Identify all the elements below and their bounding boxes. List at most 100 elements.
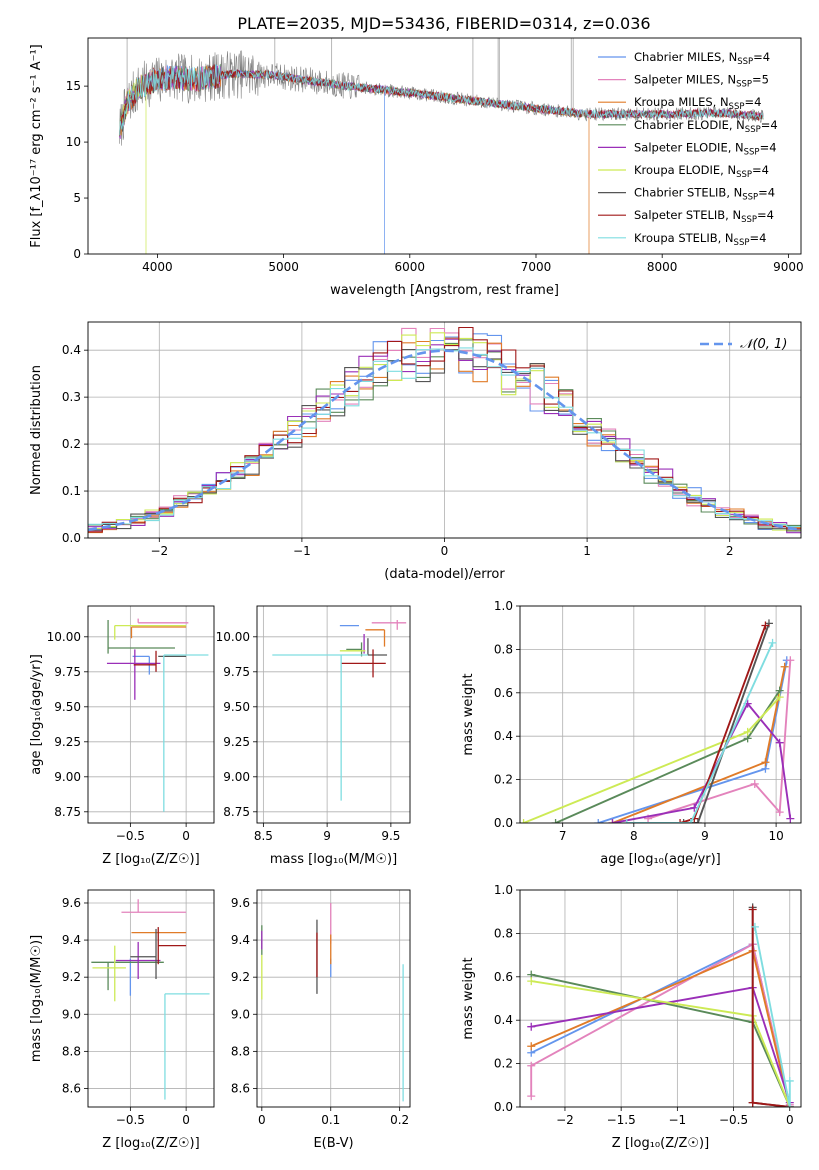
x-tick-label: −1	[669, 1113, 687, 1127]
weight-line-kroupa_miles	[530, 949, 791, 1107]
x-axis-label: wavelength [Angstrom, rest frame]	[330, 283, 559, 298]
weight-marker-kroupa_stelib	[785, 1076, 794, 1085]
model-spectrum-chabrier_miles	[119, 64, 385, 254]
y-tick-label: 9.4	[231, 933, 250, 947]
x-tick-label: 10	[768, 829, 783, 843]
x-tick-label: 8	[630, 829, 638, 843]
weight-marker-salpeter_miles	[527, 1061, 536, 1070]
y-tick-label: 9.25	[223, 735, 250, 749]
y-tick-label: 9.00	[54, 770, 81, 784]
y-tick-label: 10.00	[216, 630, 250, 644]
y-axis-label: mass weight	[461, 673, 476, 755]
y-tick-label: 1.0	[494, 883, 513, 897]
legend-label-kroupa_miles: Kroupa MILES, NSSP=4	[634, 95, 761, 112]
plot-area	[119, 38, 764, 254]
errorbar-salpeter_miles	[371, 620, 407, 630]
y-tick-label: 0.4	[494, 729, 513, 743]
weight-line-chabrier_miles	[530, 942, 791, 1107]
weight-line-kroupa_stelib	[753, 926, 791, 1107]
legend-label-chabrier_elodie: Chabrier ELODIE, NSSP=4	[634, 118, 778, 135]
errorbar-kroupa_miles	[365, 629, 386, 647]
weight-marker-salpeter_stelib	[676, 819, 685, 823]
errorbar-chabrier_elodie	[107, 620, 175, 654]
y-tick-label: 0.0	[62, 531, 81, 545]
y-tick-label: 0.2	[494, 1057, 513, 1071]
x-tick-label: 0	[441, 544, 449, 558]
histogram-salpeter_stelib	[88, 326, 801, 533]
weight-marker-chabrier_miles	[594, 819, 603, 823]
errorbar-chabrier_stelib	[367, 638, 388, 656]
legend-label-salpeter_stelib: Salpeter STELIB, NSSP=4	[634, 208, 774, 225]
plot-area	[272, 620, 407, 801]
x-tick-label: 0	[182, 829, 190, 843]
x-tick-label: 1	[583, 544, 591, 558]
y-tick-label: 0.6	[494, 686, 513, 700]
weight-line-salpeter_miles	[647, 660, 792, 820]
y-tick-label: 9.75	[223, 665, 250, 679]
legend-label-salpeter_elodie: Salpeter ELODIE, NSSP=4	[634, 140, 777, 157]
plot-area	[91, 899, 210, 1100]
model-spectrum-kroupa_stelib	[119, 64, 764, 136]
y-tick-label: 15	[66, 79, 81, 93]
histogram-kroupa_stelib	[88, 347, 801, 528]
x-tick-label: 0	[258, 1113, 266, 1127]
weight-marker-kroupa_elodie	[520, 819, 528, 823]
model-spectrum-salpeter_stelib	[119, 64, 764, 136]
axes-frame	[87, 889, 215, 1108]
weight-marker-salpeter_stelib	[748, 1098, 757, 1107]
axis-frame-group: 8.5 9 9.5 8.75 9.00 9.25 9.50 9.75 10.00 mass [lo…	[216, 605, 411, 867]
grid-group	[257, 606, 410, 823]
weight-marker-salpeter_stelib	[748, 905, 757, 914]
errorbar-kroupa_stelib	[163, 654, 209, 812]
axes-frame	[87, 605, 215, 824]
errorbar-salpeter_elodie	[106, 649, 161, 700]
weight-marker-salpeter_miles	[786, 656, 795, 665]
y-tick-label: 0.4	[62, 343, 81, 357]
y-axis-label: mass [log₁₀(M/M☉)]	[29, 935, 44, 1062]
y-tick-label: 9.50	[223, 700, 250, 714]
x-axis-label: Z [log₁₀(Z/Z☉)]	[102, 852, 199, 867]
figure-title: PLATE=2035, MJD=53436, FIBERID=0314, z=0…	[237, 14, 650, 33]
axis-frame-group: 7 8 9 10 0.0 0.2 0.4 0.6 0.8 1.0 age [log₁₀(age/yr…	[461, 599, 802, 867]
x-axis-label: Z [log₁₀(Z/Z☉)]	[102, 1136, 199, 1151]
weight-marker-salpeter_elodie	[527, 1022, 536, 1031]
errorbar-chabrier_elodie	[346, 642, 363, 657]
y-axis-label: age [log₁₀(age/yr)]	[29, 654, 44, 775]
y-tick-label: 0.8	[494, 926, 513, 940]
x-tick-label: 0.1	[321, 1113, 340, 1127]
axes-weight_vs_age: 7 8 9 10 0.0 0.2 0.4 0.6 0.8 1.0 age [log₁₀(age/yr…	[461, 599, 802, 867]
x-tick-label: 6000	[395, 260, 426, 274]
grid-group	[257, 890, 410, 1107]
weight-marker-salpeter_miles	[527, 1092, 536, 1101]
y-tick-label: 1.0	[494, 599, 513, 613]
errorbar-salpeter_stelib	[133, 650, 157, 672]
errorbar-chabrier_elodie	[91, 961, 164, 991]
weight-marker-chabrier_stelib	[679, 819, 688, 823]
axis-frame-group: 4000 5000 6000 7000 8000 9000 0 5 10 15 wavelength…	[29, 37, 804, 298]
axes-age_vs_Z: −0.5 0 8.75 9.00 9.25 9.50 9.75 10.00 Z [log₁₀(Z…	[29, 605, 215, 867]
weight-line-chabrier_stelib	[683, 623, 770, 823]
x-axis-label: (data-model)/error	[384, 567, 505, 582]
x-tick-label: 9	[323, 829, 331, 843]
x-tick-label: −2	[556, 1113, 574, 1127]
plot-area	[106, 618, 209, 812]
axis-frame-group: −2 −1 0 1 2 0.0 0.1 0.2 0.3 0.4 (data-model)/error…	[29, 321, 802, 582]
errorbar-kroupa_miles	[130, 626, 187, 639]
legend-label-chabrier_stelib: Chabrier STELIB, NSSP=4	[634, 186, 775, 203]
x-tick-label: 9	[701, 829, 709, 843]
errorbar-salpeter_stelib	[341, 649, 386, 678]
errorbar-kroupa_elodie	[92, 945, 126, 1002]
x-tick-label: 0.2	[390, 1113, 409, 1127]
y-tick-label: 9.00	[223, 770, 250, 784]
y-tick-label: 9.6	[231, 896, 250, 910]
plot-area	[520, 619, 795, 823]
x-axis-label: Z [log₁₀(Z/Z☉)]	[612, 1136, 709, 1151]
weight-marker-kroupa_stelib	[750, 922, 759, 931]
weight-marker-kroupa_stelib	[768, 638, 777, 647]
x-tick-label: 4000	[142, 260, 173, 274]
x-tick-label: 9000	[773, 260, 804, 274]
axes-frame	[519, 605, 802, 824]
axes-weight_vs_Z: −2 −1.5 −1 −0.5 0 0.0 0.2 0.4 0.6 0.8 1.0 Z [log₁₀(…	[461, 883, 802, 1151]
grid-group	[520, 889, 801, 1108]
